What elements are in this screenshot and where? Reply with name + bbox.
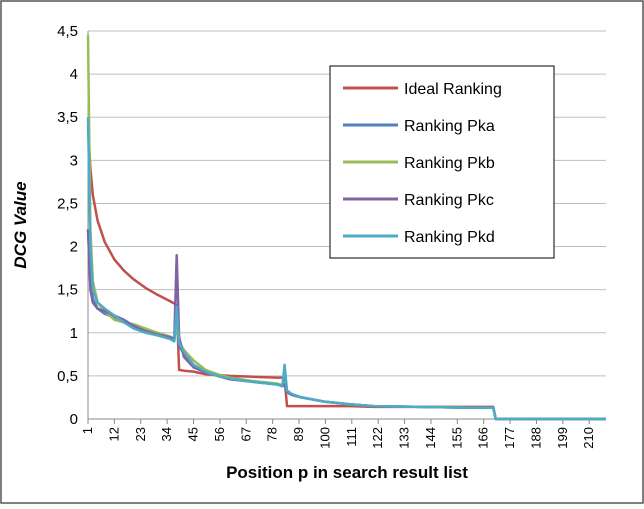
y-tick-label: 4 [70, 66, 78, 83]
y-tick-label: 0 [70, 411, 78, 428]
x-tick-label: 1 [80, 427, 95, 434]
x-tick-label: 100 [317, 427, 332, 449]
x-tick-label: 133 [397, 427, 412, 449]
x-tick-label: 34 [159, 427, 174, 441]
legend-label: Ideal Ranking [404, 81, 502, 98]
x-tick-label: 166 [476, 427, 491, 449]
y-tick-label: 1,5 [57, 282, 78, 299]
y-tick-label: 2,5 [57, 195, 78, 212]
x-tick-label: 111 [344, 427, 359, 447]
legend-label: Ranking Pkd [404, 229, 495, 246]
x-tick-label: 89 [291, 427, 306, 441]
x-tick-label: 199 [555, 427, 570, 449]
series-line [86, 117, 606, 421]
legend-label: Ranking Pka [404, 118, 495, 135]
x-tick-label: 23 [133, 427, 148, 441]
x-tick-label: 210 [581, 427, 596, 449]
x-tick-label: 144 [423, 427, 438, 449]
y-tick-label: 1 [70, 325, 78, 342]
legend-label: Ranking Pkb [404, 155, 495, 172]
y-tick-label: 2 [70, 239, 78, 256]
y-tick-label: 3 [70, 152, 78, 169]
x-tick-label: 45 [186, 427, 201, 441]
x-tick-label: 56 [212, 427, 227, 441]
y-tick-label: 4,5 [57, 23, 78, 40]
y-tick-label: 3,5 [57, 109, 78, 126]
x-tick-label: 12 [106, 427, 121, 441]
x-axis-label: Position p in search result list [226, 463, 468, 482]
y-axis-label: DCG Value [11, 181, 30, 268]
x-tick-label: 67 [238, 427, 253, 441]
x-tick-label: 155 [449, 427, 464, 449]
y-tick-label: 0,5 [57, 368, 78, 385]
x-tick-label: 177 [502, 427, 517, 449]
legend-label: Ranking Pkc [404, 192, 494, 209]
x-tick-label: 188 [528, 427, 543, 449]
x-tick-label: 78 [265, 427, 280, 441]
x-tick-label: 122 [370, 427, 385, 449]
